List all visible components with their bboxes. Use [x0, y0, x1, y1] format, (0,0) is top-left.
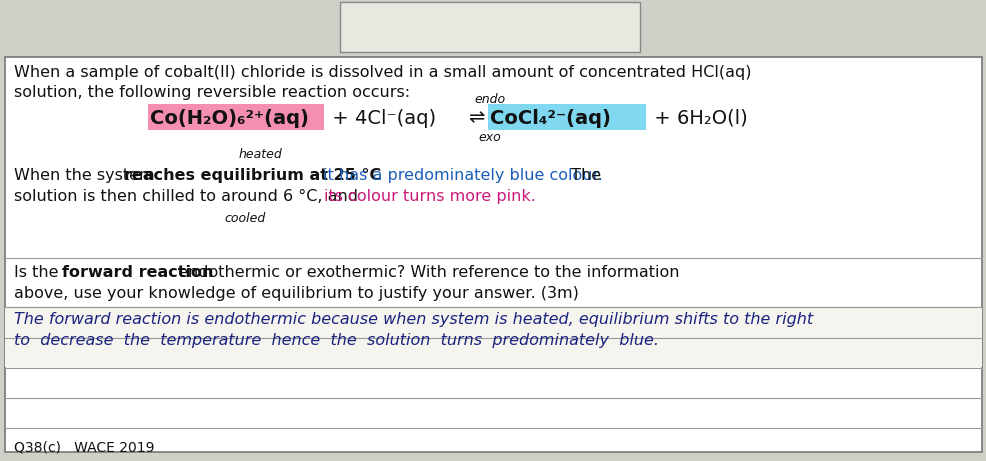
Bar — [487, 104, 646, 130]
Text: endothermic or exothermic? With reference to the information: endothermic or exothermic? With referenc… — [173, 265, 678, 280]
Text: Is the: Is the — [14, 265, 63, 280]
Text: When a sample of cobalt(II) chloride is dissolved in a small amount of concentra: When a sample of cobalt(II) chloride is … — [14, 65, 750, 80]
Text: ⇌: ⇌ — [467, 108, 484, 128]
Text: CoCl₄²⁻(aq): CoCl₄²⁻(aq) — [489, 108, 610, 128]
Bar — [148, 104, 323, 130]
Text: exo: exo — [478, 131, 501, 144]
Text: When the system: When the system — [14, 168, 160, 183]
Text: reaches equilibrium at 25 °C: reaches equilibrium at 25 °C — [124, 168, 382, 183]
Text: Q38(c)   WACE 2019: Q38(c) WACE 2019 — [14, 440, 155, 454]
Text: + 4Cl⁻(aq): + 4Cl⁻(aq) — [325, 108, 442, 128]
Text: The: The — [565, 168, 600, 183]
Text: Co(H₂O)₆²⁺(aq): Co(H₂O)₆²⁺(aq) — [150, 108, 309, 128]
Text: + 6H₂O(l): + 6H₂O(l) — [648, 108, 747, 128]
Bar — [5, 307, 981, 367]
Text: endo: endo — [474, 93, 505, 106]
Text: above, use your knowledge of equilibrium to justify your answer. (3m): above, use your knowledge of equilibrium… — [14, 286, 578, 301]
Bar — [0, 0, 986, 57]
Text: it has a predominately blue colour.: it has a predominately blue colour. — [317, 168, 601, 183]
Text: solution is then chilled to around 6 °C, and: solution is then chilled to around 6 °C,… — [14, 189, 363, 204]
Bar — [5, 57, 981, 452]
Text: to  decrease  the  temperature  hence  the  solution  turns  predominately  blue: to decrease the temperature hence the so… — [14, 333, 659, 348]
Text: cooled: cooled — [224, 212, 265, 225]
Text: its colour turns more pink.: its colour turns more pink. — [324, 189, 535, 204]
Bar — [339, 2, 639, 52]
Text: The forward reaction is endothermic because when system is heated, equilibrium s: The forward reaction is endothermic beca… — [14, 312, 812, 327]
Text: solution, the following reversible reaction occurs:: solution, the following reversible react… — [14, 85, 410, 100]
Text: forward reaction: forward reaction — [62, 265, 214, 280]
Text: heated: heated — [238, 148, 282, 161]
